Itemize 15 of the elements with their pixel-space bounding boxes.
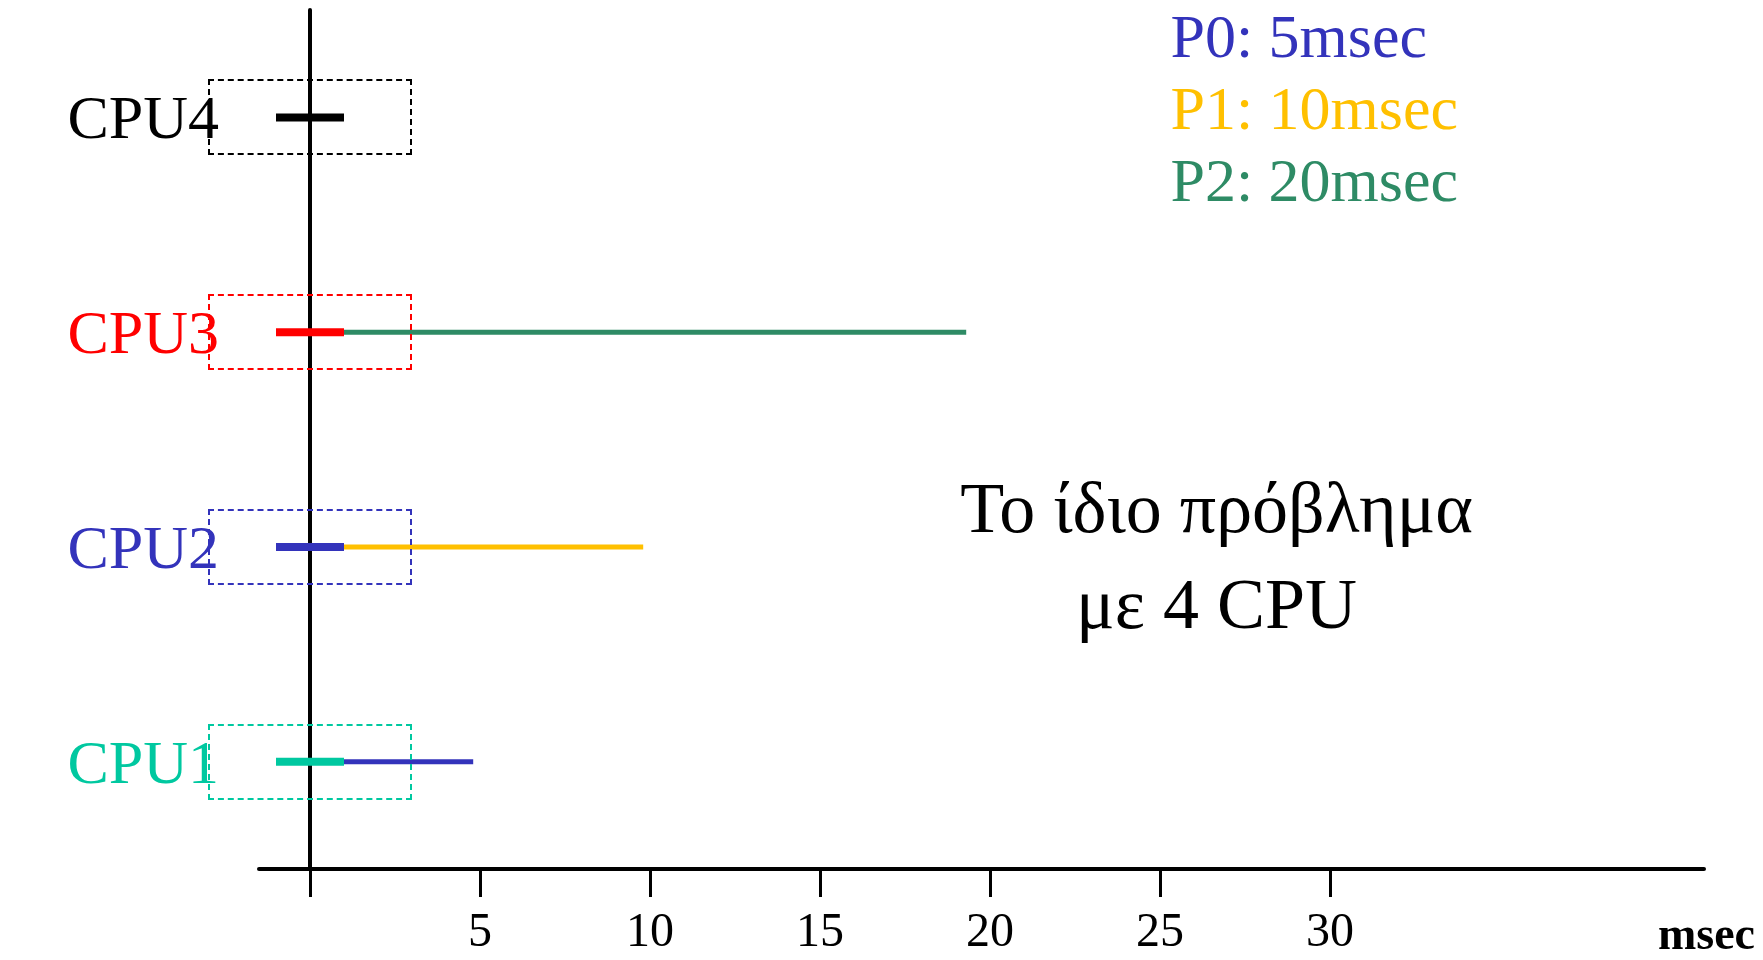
x-tick-label: 5 xyxy=(468,902,492,956)
x-tick-label: 20 xyxy=(966,902,1014,956)
x-tick-label: 25 xyxy=(1136,902,1184,956)
text: P1: 10msec xyxy=(1170,74,1459,142)
y-tick-label: CPU2 xyxy=(67,512,219,581)
x-axis-title: msec xyxy=(1657,907,1756,959)
annotation: Το ίδιο πρόβλημα με 4 CPU xyxy=(960,468,1473,644)
y-tick-label: CPU1 xyxy=(67,727,219,796)
x-tick-label: 30 xyxy=(1306,902,1354,956)
x-tick-label: 10 xyxy=(626,902,674,956)
text: P2: 20msec xyxy=(1170,146,1459,214)
text: P0: 5msec xyxy=(1170,2,1428,70)
y-tick-label: CPU3 xyxy=(67,298,219,367)
x-tick-label: 15 xyxy=(796,902,844,956)
y-tick-label: CPU4 xyxy=(67,83,219,152)
